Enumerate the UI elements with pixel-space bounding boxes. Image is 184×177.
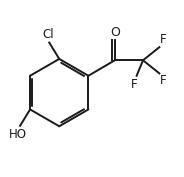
- Text: F: F: [160, 33, 167, 46]
- Text: HO: HO: [9, 128, 27, 141]
- Text: F: F: [160, 74, 167, 87]
- Text: F: F: [131, 78, 137, 91]
- Text: Cl: Cl: [43, 28, 54, 41]
- Text: O: O: [110, 26, 120, 39]
